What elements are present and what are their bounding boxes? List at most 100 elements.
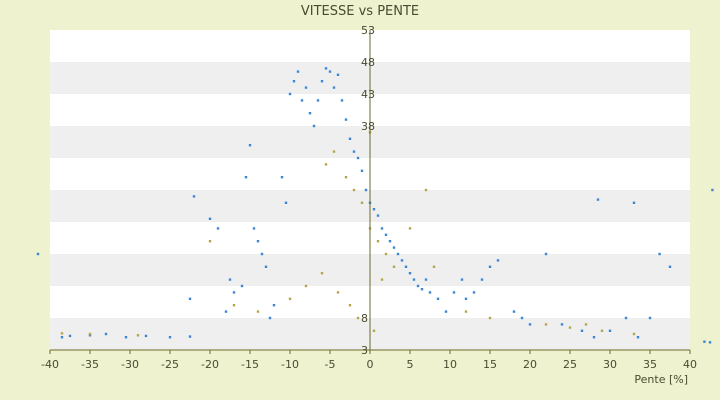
data-point xyxy=(168,336,172,339)
data-point xyxy=(444,310,448,313)
data-point xyxy=(544,252,548,256)
data-point xyxy=(272,304,276,307)
x-axis-label: Pente [%] xyxy=(634,373,688,386)
data-point xyxy=(324,67,328,70)
data-point xyxy=(452,291,456,294)
x-tick-label: 5 xyxy=(407,358,414,371)
data-point xyxy=(136,334,140,337)
data-point xyxy=(480,278,484,281)
data-point xyxy=(232,291,236,294)
data-point xyxy=(288,92,292,96)
data-point xyxy=(332,86,336,89)
data-point xyxy=(324,163,328,166)
data-point xyxy=(284,201,288,204)
x-tick-label: -40 xyxy=(41,358,59,371)
data-point xyxy=(472,291,476,294)
data-point xyxy=(568,326,572,329)
data-point xyxy=(708,341,712,344)
data-point xyxy=(188,297,192,300)
data-point xyxy=(68,334,72,338)
data-point xyxy=(192,195,196,198)
data-point xyxy=(288,297,292,300)
data-points xyxy=(36,67,714,344)
y-tick-label: 8 xyxy=(361,312,368,325)
y-tick-label: 53 xyxy=(361,24,375,37)
data-point xyxy=(340,99,344,102)
data-point xyxy=(596,198,600,201)
data-point xyxy=(188,335,192,338)
data-point xyxy=(36,252,40,256)
data-point xyxy=(320,272,324,275)
data-point xyxy=(360,201,364,204)
data-point xyxy=(240,284,244,288)
x-tick-label: -20 xyxy=(201,358,219,371)
data-point xyxy=(356,156,360,160)
x-tick-label: -25 xyxy=(161,358,179,371)
chart-title: VITESSE vs PENTE xyxy=(301,4,419,19)
x-tick-label: -15 xyxy=(241,358,259,371)
data-point xyxy=(312,124,316,128)
data-point xyxy=(228,278,232,281)
data-point xyxy=(208,217,212,220)
data-point xyxy=(424,188,428,192)
data-point xyxy=(658,252,661,256)
data-point xyxy=(348,304,352,307)
data-point xyxy=(344,176,348,179)
x-tick-label: 20 xyxy=(523,358,537,371)
x-tick-label: 15 xyxy=(483,358,497,371)
data-point xyxy=(388,240,392,243)
data-point xyxy=(376,214,380,217)
data-point xyxy=(224,310,228,313)
x-tick-label: 35 xyxy=(643,358,657,371)
data-point xyxy=(380,227,384,230)
data-point xyxy=(248,144,252,147)
data-point xyxy=(88,334,92,337)
y-tick-label: 38 xyxy=(361,120,375,133)
data-point xyxy=(356,316,360,320)
x-tick-label: -5 xyxy=(325,358,336,371)
data-point xyxy=(520,316,524,320)
data-point xyxy=(408,272,412,275)
data-point xyxy=(432,265,436,268)
y-tick-label: 43 xyxy=(361,88,375,101)
data-point xyxy=(300,99,304,102)
data-point xyxy=(328,70,332,73)
data-point xyxy=(632,332,636,336)
x-tick-label: 0 xyxy=(367,358,374,371)
x-tick-label: 40 xyxy=(683,358,697,371)
data-point xyxy=(580,329,584,332)
data-point xyxy=(404,265,408,268)
data-point xyxy=(316,99,320,102)
data-point xyxy=(352,188,356,192)
data-point xyxy=(392,246,396,249)
data-point xyxy=(216,227,220,230)
data-point xyxy=(380,278,384,281)
data-point xyxy=(304,284,308,288)
data-point xyxy=(208,240,212,243)
data-point xyxy=(232,304,236,307)
data-point xyxy=(252,227,256,230)
data-point xyxy=(348,137,352,140)
data-point xyxy=(436,297,440,300)
x-tick-label: 25 xyxy=(563,358,577,371)
data-point xyxy=(280,176,284,179)
data-point xyxy=(544,323,548,326)
data-point xyxy=(496,259,500,262)
data-point xyxy=(424,278,428,281)
data-point xyxy=(464,310,468,313)
y-tick-label: 3 xyxy=(361,344,368,357)
data-point xyxy=(124,336,128,339)
x-tick-labels: -40 -35 -30 -25 -20 -15 -10 -5 0 5 10 15 20 25 30 35 40 xyxy=(41,350,697,371)
data-point xyxy=(608,329,612,332)
data-point xyxy=(488,265,492,268)
data-point xyxy=(372,208,376,211)
data-point xyxy=(244,176,248,179)
data-point xyxy=(412,278,416,281)
x-tick-label: -30 xyxy=(121,358,139,371)
data-point xyxy=(256,310,260,313)
data-point xyxy=(408,227,412,230)
data-point xyxy=(428,291,432,294)
data-point xyxy=(600,329,604,332)
data-point xyxy=(320,80,324,83)
